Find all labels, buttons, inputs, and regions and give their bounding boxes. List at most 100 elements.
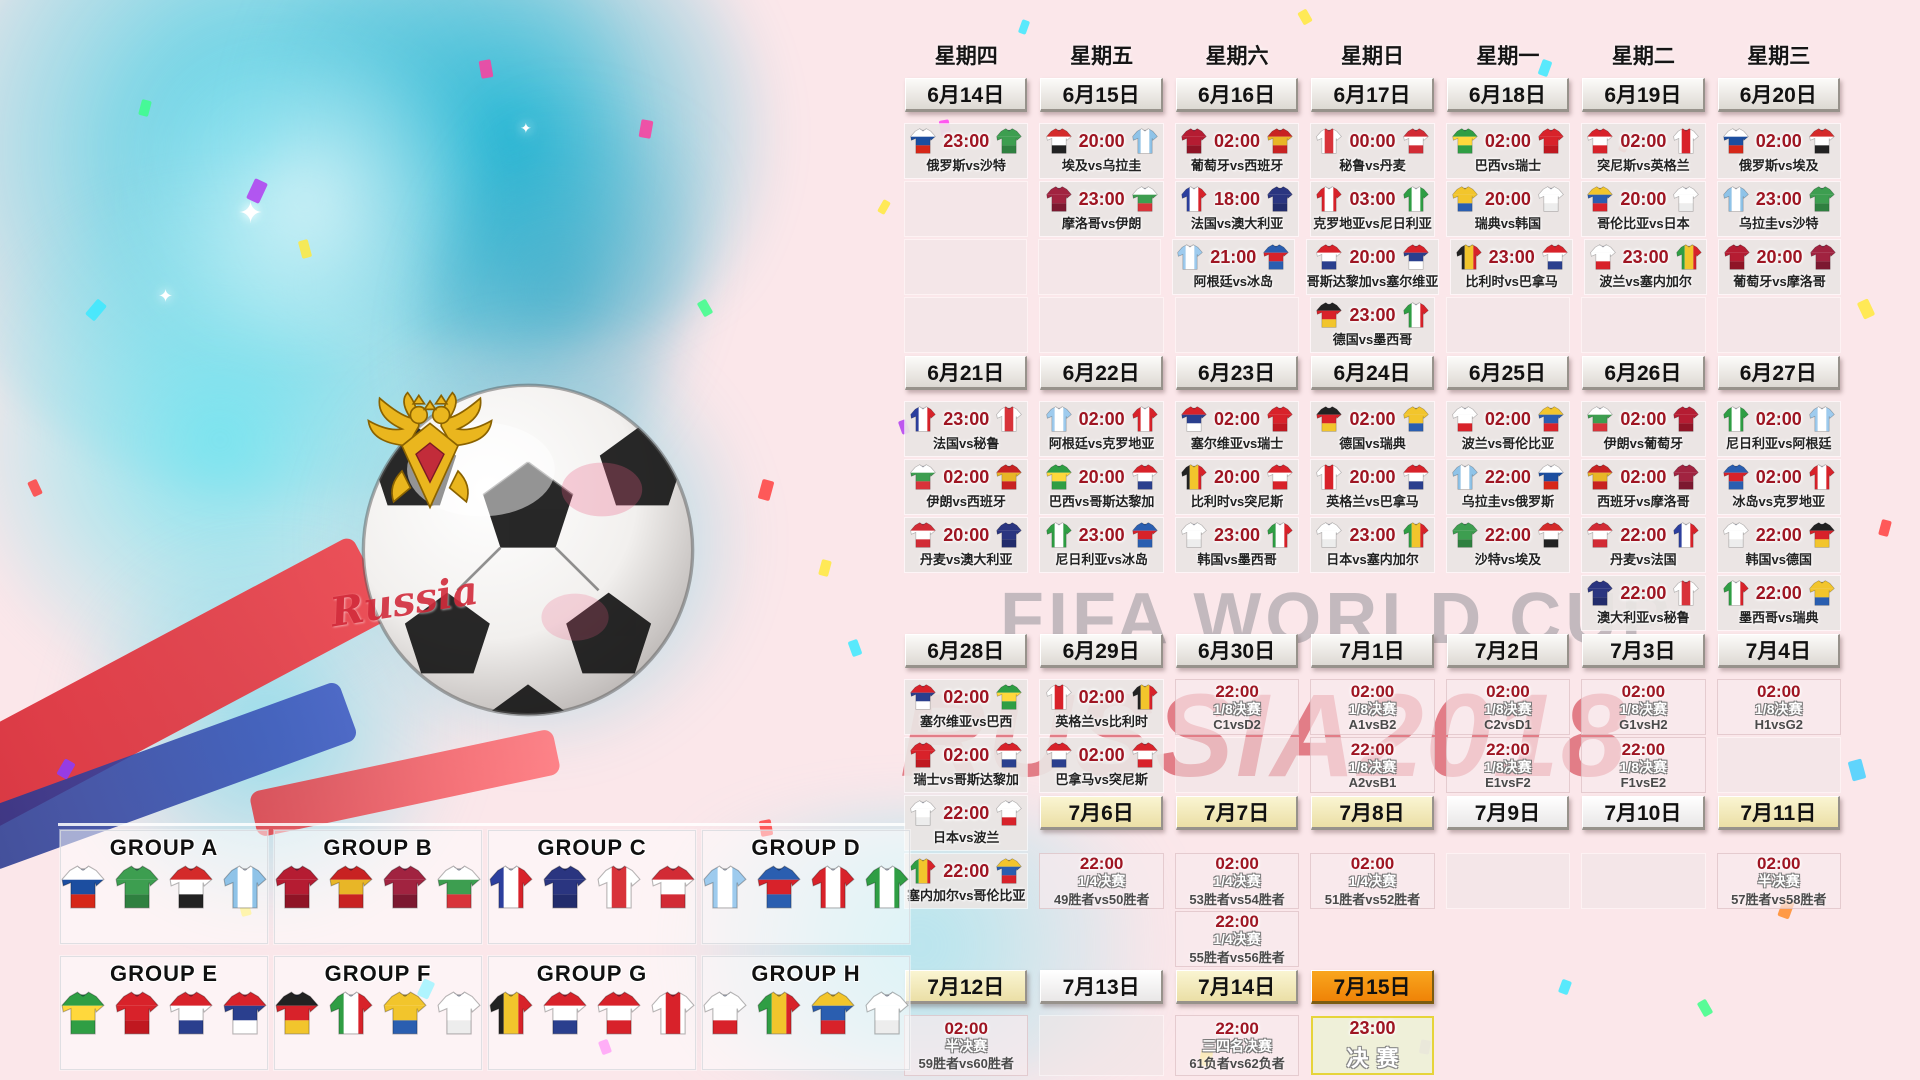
- confetti-piece: [1878, 518, 1892, 538]
- team-jersey-icon: [1723, 128, 1749, 154]
- knockout-teams: C2vsD1: [1484, 716, 1532, 732]
- empty-cell: [1040, 298, 1163, 352]
- match-teams: 克罗地亚vs尼日利亚: [1313, 216, 1432, 231]
- group-box: GROUP F: [274, 956, 482, 1070]
- match-cell: 02:00 冰岛vs克罗地亚: [1717, 460, 1840, 514]
- team-jersey-icon: [1045, 128, 1072, 154]
- match-cell: 23:00 波兰vs塞内加尔: [1585, 240, 1707, 294]
- match-cell: 02:00 阿根廷vs克罗地亚: [1040, 402, 1163, 456]
- match-teams: 法国vs秘鲁: [932, 436, 1000, 451]
- match-time: 23:00: [943, 131, 990, 151]
- stage-label: 1/8决赛: [1619, 759, 1668, 776]
- knockout-cell: 22:00 1/8决赛 F1vsE2: [1582, 738, 1705, 792]
- match-teams: 伊朗vs葡萄牙: [1603, 436, 1684, 451]
- team-jersey-icon: [1723, 522, 1749, 548]
- match-time: 22:00: [1486, 740, 1530, 760]
- match-teams: 葡萄牙vs摩洛哥: [1733, 274, 1826, 289]
- knockout-cell: 02:00 1/4决赛 53胜者vs54胜者: [1175, 854, 1299, 908]
- match-teams: 突尼斯vs英格兰: [1597, 158, 1690, 173]
- team-jersey-icon: [910, 800, 936, 826]
- weekday-label: 星期五: [1070, 45, 1134, 68]
- match-cell: 23:00 摩洛哥vs伊朗: [1040, 182, 1163, 236]
- match-cell: 20:00 丹麦vs澳大利亚: [905, 518, 1028, 572]
- group-box: GROUP C: [488, 830, 696, 944]
- group-jerseys: [61, 865, 267, 909]
- team-jersey-icon: [1177, 244, 1204, 270]
- match-teams: 摩洛哥vs伊朗: [1061, 216, 1142, 231]
- match-teams: 德国vs墨西哥: [1332, 332, 1413, 347]
- team-jersey-icon: [811, 991, 855, 1035]
- match-cell: 22:00 塞内加尔vs哥伦比亚: [905, 854, 1028, 908]
- confetti-piece: [1847, 758, 1867, 782]
- match-cell: 23:00 尼日利亚vs冰岛: [1040, 518, 1163, 572]
- team-jersey-icon: [1542, 244, 1568, 270]
- match-cell: 02:00 葡萄牙vs西班牙: [1175, 124, 1299, 178]
- group-title: GROUP E: [109, 961, 219, 986]
- match-time: 02:00: [1350, 854, 1395, 874]
- team-jersey-icon: [811, 865, 855, 909]
- weekday-label: 星期四: [934, 45, 998, 68]
- team-jersey-icon: [1045, 406, 1072, 432]
- team-jersey-icon: [910, 742, 936, 768]
- team-jersey-icon: [1723, 580, 1749, 606]
- knockout-cell: 22:00 1/4决赛 55胜者vs56胜者: [1175, 912, 1299, 966]
- team-jersey-icon: [1267, 464, 1293, 490]
- match-teams: 阿根廷vs克罗地亚: [1048, 436, 1155, 451]
- team-jersey-icon: [1316, 186, 1343, 212]
- match-time: 02:00: [1078, 409, 1125, 429]
- team-jersey-icon: [1316, 244, 1343, 270]
- group-title: GROUP D: [751, 835, 861, 860]
- team-jersey-icon: [1587, 406, 1614, 432]
- match-teams: 哥斯达黎加vs塞尔维亚: [1306, 274, 1439, 289]
- blank-cell: [1582, 970, 1704, 1012]
- team-jersey-icon: [1673, 580, 1700, 606]
- confetti-piece: [1856, 298, 1876, 320]
- team-jersey-icon: [1402, 406, 1429, 432]
- match-time: 23:00: [943, 409, 990, 429]
- knockout-teams: A2vsB1: [1348, 774, 1397, 790]
- stage-label: 1/8决赛: [1348, 701, 1397, 718]
- match-cell: 02:00 波兰vs哥伦比亚: [1446, 402, 1570, 456]
- team-jersey-icon: [1587, 128, 1614, 154]
- match-calendar: 星期四 星期五 星期六 星期日 星期一 星期二 星期三 6月14日 6月15日 6月16日 6月17…: [905, 40, 1840, 1075]
- team-jersey-icon: [1587, 522, 1614, 548]
- match-cell: 22:00 丹麦vs法国: [1582, 518, 1705, 572]
- confetti-piece: [818, 558, 832, 578]
- stage-label: 1/4决赛: [1348, 873, 1397, 890]
- team-jersey-icon: [1402, 464, 1429, 490]
- team-jersey-icon: [996, 742, 1023, 768]
- team-jersey-icon: [996, 406, 1023, 432]
- stage-label: 1/8决赛: [1348, 759, 1397, 776]
- team-jersey-icon: [437, 991, 481, 1035]
- match-teams: 西班牙vs摩洛哥: [1597, 494, 1690, 509]
- match-cell: 02:00 尼日利亚vs阿根廷: [1717, 402, 1840, 456]
- team-jersey-icon: [1131, 522, 1158, 548]
- match-cell: 02:00 巴拿马vs突尼斯: [1040, 738, 1163, 792]
- team-jersey-icon: [1809, 186, 1835, 212]
- team-jersey-icon: [1131, 684, 1158, 710]
- blank-cell: [1311, 912, 1433, 966]
- match-time: 21:00: [1210, 247, 1257, 267]
- date-button: 6月18日: [1446, 78, 1570, 112]
- team-jersey-icon: [1538, 406, 1564, 432]
- blank-cell: [1718, 970, 1840, 1012]
- team-jersey-icon: [1131, 742, 1158, 768]
- match-time: 02:00: [1621, 682, 1666, 702]
- match-time: 02:00: [1620, 467, 1667, 487]
- date-button: 7月10日: [1582, 796, 1705, 830]
- match-cell: 02:00 塞尔维亚vs巴西: [905, 680, 1028, 734]
- date-button: 7月6日: [1040, 796, 1163, 830]
- stage-label: 三四名决赛: [1202, 1037, 1273, 1054]
- match-time: 20:00: [1484, 189, 1531, 209]
- team-jersey-icon: [1809, 464, 1835, 490]
- team-jersey-icon: [1045, 742, 1072, 768]
- team-jersey-icon: [1538, 464, 1564, 490]
- match-time: 02:00: [943, 745, 990, 765]
- match-cell: 21:00 阿根廷vs冰岛: [1172, 240, 1294, 294]
- date-button: 6月14日: [905, 78, 1028, 112]
- knockout-teams: 51胜者vs52胜者: [1324, 891, 1421, 907]
- group-box: GROUP A: [60, 830, 268, 944]
- team-jersey-icon: [275, 991, 319, 1035]
- team-jersey-icon: [275, 865, 319, 909]
- team-jersey-icon: [1181, 406, 1207, 432]
